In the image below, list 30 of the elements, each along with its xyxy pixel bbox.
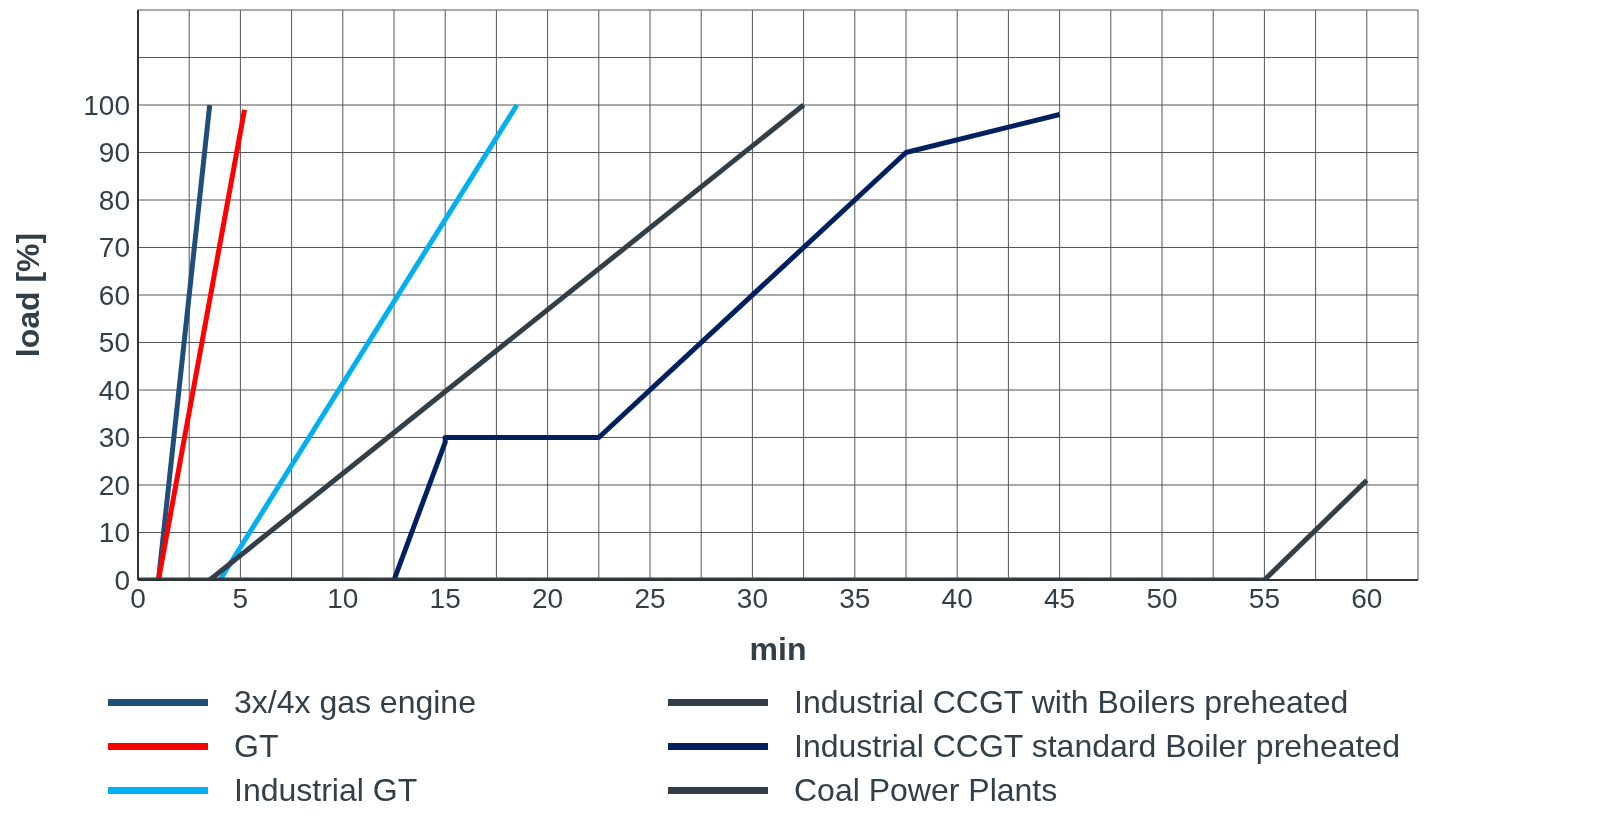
x-tick-label: 55 [1248, 582, 1280, 614]
x-tick-label: 35 [839, 582, 871, 614]
x-tick-label: 10 [327, 582, 359, 614]
x-tick-label: 45 [1044, 582, 1076, 614]
y-tick-label: 30 [98, 422, 130, 454]
x-tick-label: 20 [532, 582, 564, 614]
y-tick-label: 20 [98, 469, 130, 501]
legend-label: Coal Power Plants [794, 771, 1058, 809]
y-tick-label: 10 [98, 517, 130, 549]
x-tick-label: 40 [941, 582, 973, 614]
y-tick-label: 80 [98, 184, 130, 216]
x-tick-label: 60 [1351, 582, 1383, 614]
y-tick-label: 40 [98, 374, 130, 406]
y-tick-label: 60 [98, 279, 130, 311]
y-tick-label: 50 [98, 327, 130, 359]
y-tick-label: 100 [83, 89, 130, 121]
x-tick-label: 5 [232, 582, 249, 614]
legend-label: GT [234, 727, 279, 765]
legend-label: Industrial GT [234, 771, 418, 809]
x-tick-label: 50 [1146, 582, 1178, 614]
x-axis-title: min [749, 631, 807, 667]
x-tick-label: 25 [634, 582, 666, 614]
x-tick-label: 15 [429, 582, 461, 614]
y-tick-label: 90 [98, 137, 130, 169]
legend-label: 3x/4x gas engine [234, 683, 476, 721]
x-tick-label: 30 [736, 582, 768, 614]
legend-label: Industrial CCGT standard Boiler preheated [794, 727, 1400, 765]
y-axis-title: load [%] [10, 232, 47, 358]
legend-label: Industrial CCGT with Boilers preheated [794, 683, 1349, 721]
y-tick-label: 70 [98, 232, 130, 264]
